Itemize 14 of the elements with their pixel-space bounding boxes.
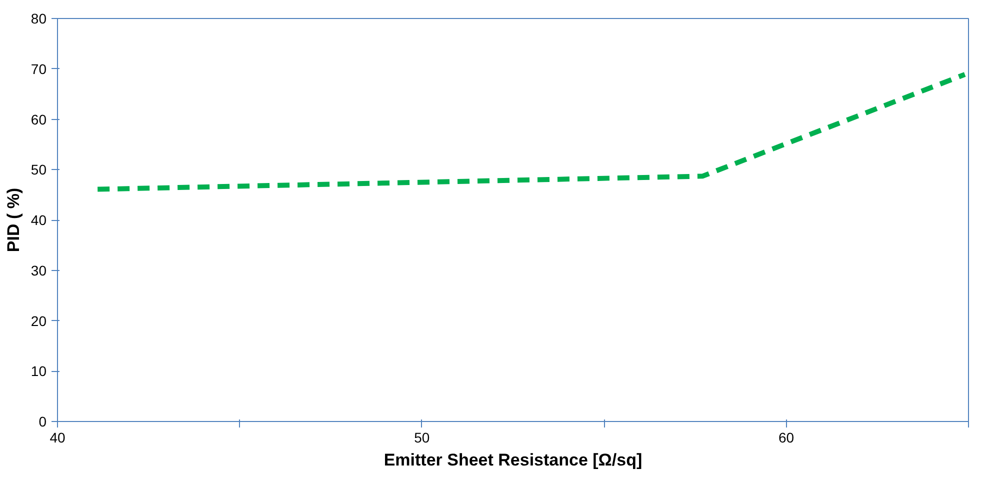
y-tick-label: 70	[30, 60, 47, 77]
x-tick-label: 60	[778, 430, 794, 446]
y-tick-label: 10	[30, 363, 47, 380]
y-tick-label: 0	[38, 414, 47, 430]
y-axis-title: PID ( %)	[4, 188, 23, 252]
y-tick-label: 60	[30, 111, 47, 128]
x-tick-label: 40	[50, 430, 66, 446]
y-tick-label: 80	[30, 10, 47, 26]
y-tick-label: 40	[30, 212, 47, 228]
y-tick-label: 30	[30, 262, 47, 278]
x-tick-label: 50	[414, 430, 430, 446]
y-tick-label: 20	[30, 312, 47, 329]
x-axis-title: Emitter Sheet Resistance [Ω/sq]	[384, 450, 642, 470]
y-tick-label: 50	[30, 162, 47, 178]
